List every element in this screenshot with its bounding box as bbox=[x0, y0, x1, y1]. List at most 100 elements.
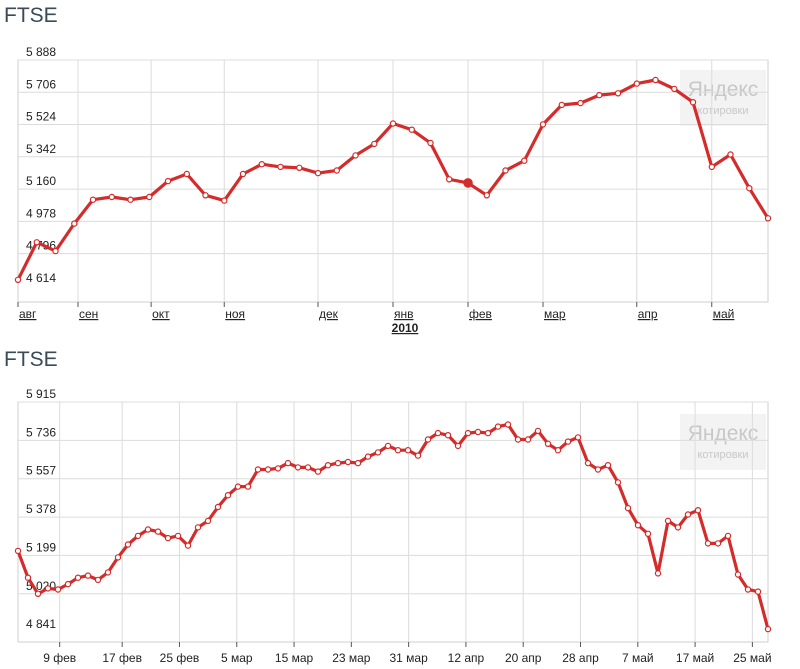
chart-2-x-tick-label: 12 апр bbox=[448, 651, 485, 665]
chart-2-data-point bbox=[34, 590, 42, 597]
chart-1-y-tick-label: 5 160 bbox=[26, 174, 56, 188]
chart-2-data-point bbox=[724, 532, 732, 540]
chart-1-data-point bbox=[558, 101, 566, 109]
chart-2-data-point bbox=[594, 466, 602, 473]
chart-2-data-point bbox=[284, 459, 292, 467]
chart-1-x-tick-label: янв bbox=[394, 307, 414, 321]
chart-1-data-point bbox=[371, 140, 378, 148]
chart-2-data-point bbox=[464, 429, 472, 437]
chart-2-data-point bbox=[744, 586, 752, 593]
chart-1-data-point bbox=[427, 139, 434, 147]
chart-2-data-point bbox=[374, 449, 382, 456]
chart-2-data-point bbox=[714, 540, 722, 547]
chart-1-data-point bbox=[408, 126, 415, 133]
chart-2-data-point bbox=[244, 483, 252, 490]
chart-2-data-point bbox=[474, 428, 482, 436]
chart-1-data-point bbox=[89, 196, 97, 203]
chart-1-data-point bbox=[521, 157, 528, 164]
chart-2-data-point bbox=[514, 436, 522, 443]
chart-1-data-point bbox=[258, 160, 265, 168]
chart-2-watermark: Яндекс котировки bbox=[680, 414, 766, 470]
chart-1-data-point bbox=[183, 170, 190, 178]
chart-2-data-point bbox=[384, 442, 392, 450]
chart-2-x-tick-label: 9 фев bbox=[43, 651, 76, 665]
chart-2-y-tick-label: 5 915 bbox=[26, 387, 56, 401]
chart-2-data-point bbox=[164, 534, 172, 542]
chart-1-data-point bbox=[764, 215, 772, 222]
chart-1-data-point bbox=[483, 192, 490, 199]
chart-2-data-point bbox=[484, 429, 492, 437]
chart-1-x-tick-label: ноя bbox=[225, 307, 245, 321]
chart-2-data-point bbox=[274, 465, 282, 472]
chart-1-data-point bbox=[746, 184, 753, 192]
chart-2-data-point bbox=[84, 572, 92, 579]
chart-2-data-point bbox=[544, 440, 552, 448]
chart-1-data-point bbox=[52, 247, 59, 255]
chart-2-data-point bbox=[504, 421, 512, 428]
chart-2-data-point bbox=[414, 452, 422, 459]
chart-2-data-point bbox=[14, 547, 22, 555]
chart-2-x-tick-label: 15 мар bbox=[275, 651, 314, 665]
chart-1-data-point bbox=[689, 99, 697, 106]
chart-2-x-tick-label: 20 апр bbox=[505, 651, 542, 665]
chart-2-data-point bbox=[654, 570, 662, 577]
chart-1-data-point bbox=[71, 220, 78, 227]
chart-2-data-point bbox=[764, 625, 772, 633]
chart-2-data-point bbox=[254, 466, 262, 473]
chart-1-y-tick-label: 4 614 bbox=[26, 271, 56, 285]
chart-1-data-point bbox=[446, 176, 453, 183]
chart-2-data-point bbox=[754, 588, 762, 595]
chart-1-x-tick-label: фев bbox=[469, 307, 492, 321]
chart-2-data-point bbox=[24, 574, 32, 581]
chart-2-data-point bbox=[344, 458, 352, 466]
chart-2-x-tick-label: 28 апр bbox=[562, 651, 599, 665]
chart-1-data-point bbox=[314, 169, 322, 177]
chart-2-data-point bbox=[174, 532, 182, 540]
chart-2-plot-area bbox=[17, 401, 769, 643]
chart-1-y-tick-label: 5 524 bbox=[26, 110, 56, 124]
chart-1-data-point bbox=[277, 163, 284, 171]
chart-1-x-tick-label: дек bbox=[319, 307, 339, 321]
chart-1-y-tick-label: 5 706 bbox=[26, 77, 56, 91]
chart-2-data-point bbox=[554, 446, 562, 454]
chart-2-data-point bbox=[584, 459, 592, 467]
chart-2-data-point bbox=[204, 517, 212, 525]
chart-2-x-tick-label: 7 май bbox=[622, 651, 654, 665]
chart-2-data-point bbox=[314, 468, 322, 475]
chart-2-x-tick-label: 5 мар bbox=[221, 651, 253, 665]
chart-2-data-point bbox=[524, 436, 532, 443]
chart-2-data-point bbox=[324, 461, 332, 469]
chart-2-y-tick-label: 5 557 bbox=[26, 464, 56, 478]
chart-2-data-point bbox=[194, 524, 202, 531]
chart-2-data-point bbox=[394, 446, 402, 454]
chart-2-x-tick-label: 31 мар bbox=[389, 651, 428, 665]
chart-2-data-point bbox=[334, 459, 342, 467]
chart-2-data-point bbox=[114, 554, 122, 561]
chart-2-x-tick-label: 17 май bbox=[676, 651, 714, 665]
chart-2-data-point bbox=[624, 504, 632, 512]
chart-1-y-tick-label: 5 888 bbox=[26, 45, 56, 59]
chart-2-data-point bbox=[734, 571, 742, 578]
chart-1-data-point bbox=[296, 164, 303, 172]
chart-1-title: FTSE bbox=[4, 4, 58, 27]
chart-1-y-tick-label: 5 342 bbox=[26, 142, 56, 156]
chart-1-data-point bbox=[708, 163, 716, 171]
chart-1-watermark-brand: Яндекс bbox=[688, 78, 759, 101]
chart-2-data-point bbox=[104, 569, 112, 576]
chart-1-data-point bbox=[14, 276, 22, 283]
chart-2-watermark-brand: Яндекс bbox=[688, 422, 759, 445]
chart-1-data-point bbox=[463, 178, 473, 188]
chart-2-data-point bbox=[264, 466, 272, 473]
chart-2-series-line bbox=[16, 422, 770, 631]
chart-1-data-point bbox=[539, 121, 547, 128]
chart-2-data-point bbox=[74, 574, 82, 581]
chart-1-x-tick-label: авг bbox=[19, 307, 37, 321]
chart-1-data-point bbox=[164, 177, 172, 185]
chart-1-data-point bbox=[652, 76, 659, 84]
chart-2-data-point bbox=[294, 464, 302, 471]
chart-1-data-point bbox=[202, 192, 209, 199]
chart-1-year-label: 2010 bbox=[392, 321, 419, 335]
chart-1-data-point bbox=[389, 120, 397, 127]
chart-1-data-point bbox=[108, 193, 116, 201]
